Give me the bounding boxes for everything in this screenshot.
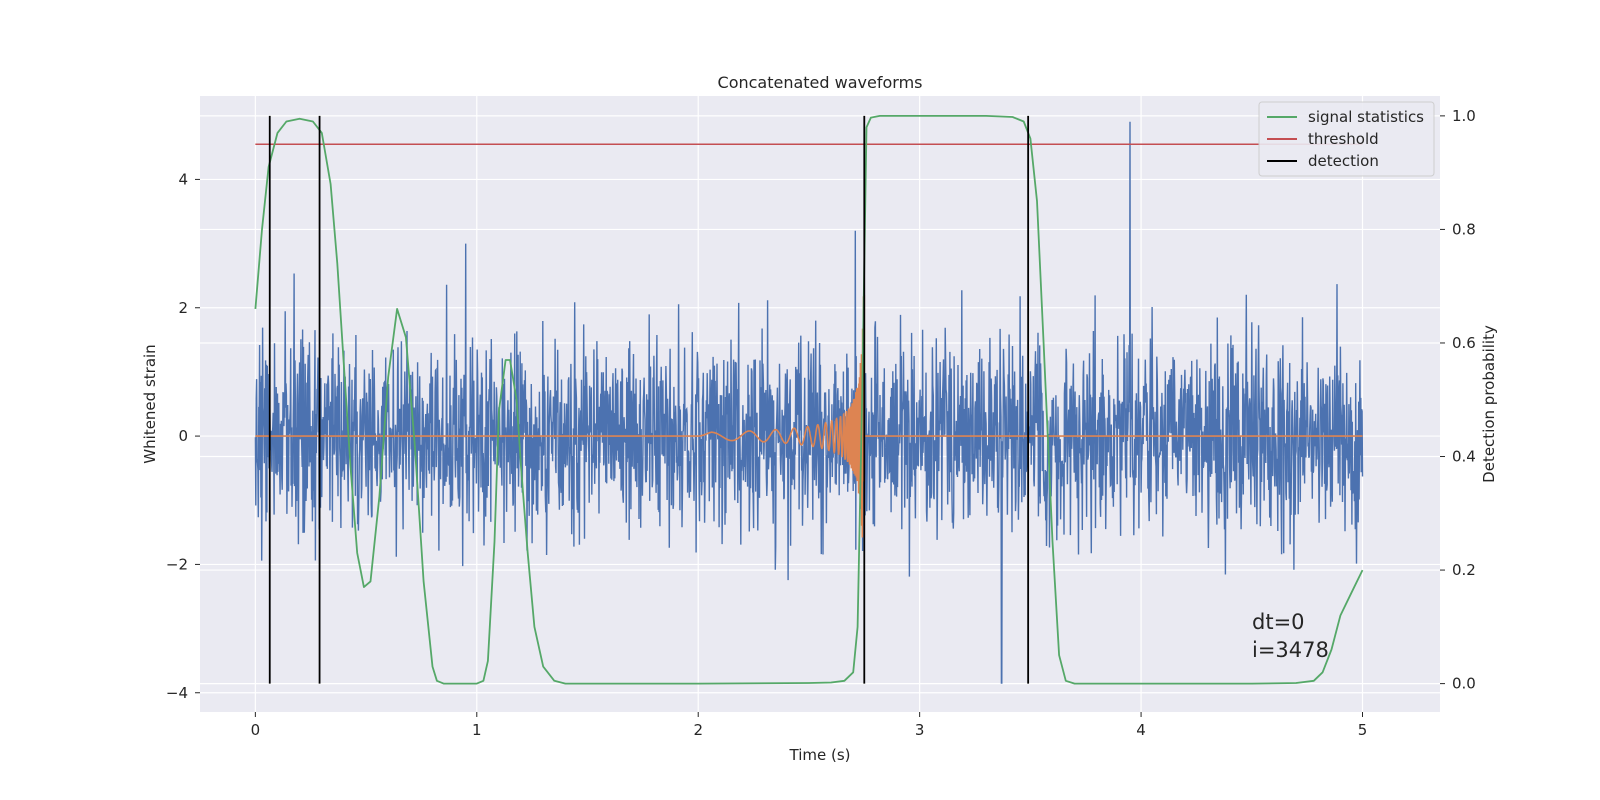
y2-tick-label-0: 0.0 [1452, 675, 1476, 693]
legend-label-threshold: threshold [1308, 130, 1379, 148]
data-layer [254, 115, 1364, 685]
legend: signal statistics threshold detection [1258, 101, 1435, 177]
y-tick-label-1: −2 [166, 555, 188, 573]
y2-tick-label-4: 0.8 [1452, 220, 1476, 238]
x-tick-label-3: 3 [915, 721, 925, 739]
y-axis-label: Whitened strain [141, 344, 159, 463]
legend-label-signal-statistics: signal statistics [1308, 108, 1424, 126]
y-tick-label-3: 2 [178, 299, 188, 317]
legend-box [1258, 101, 1435, 177]
x-tick-label-5: 5 [1358, 721, 1368, 739]
x-tick-label-1: 1 [472, 721, 482, 739]
x-axis-label: Time (s) [789, 746, 851, 764]
y2-tick-label-5: 1.0 [1452, 107, 1476, 125]
y2-tick-label-1: 0.2 [1452, 561, 1476, 579]
y2-axis-label: Detection probability [1480, 325, 1498, 483]
signal-statistics-line [254, 115, 1364, 685]
y-tick-label-4: 4 [178, 170, 188, 188]
y-tick-label-2: 0 [178, 427, 188, 445]
x-tick-label-4: 4 [1136, 721, 1146, 739]
y2-tick-label-3: 0.6 [1452, 334, 1476, 352]
chart-title: Concatenated waveforms [718, 73, 923, 92]
axes: 0 1 2 3 4 5 −4 −2 0 2 4 0.0 0.2 0.4 0.6 0.8 1.0 [166, 107, 1476, 739]
annotation-i: i=3478 [1252, 638, 1329, 662]
y-tick-label-0: −4 [166, 684, 188, 702]
annotation-dt: dt=0 [1252, 610, 1305, 634]
x-tick-label-0: 0 [251, 721, 261, 739]
y2-tick-label-2: 0.4 [1452, 448, 1476, 466]
strain-noise-line [254, 121, 1364, 684]
injected-chirp-line [255, 294, 1363, 538]
legend-label-detection: detection [1308, 152, 1379, 170]
x-tick-label-2: 2 [693, 721, 703, 739]
